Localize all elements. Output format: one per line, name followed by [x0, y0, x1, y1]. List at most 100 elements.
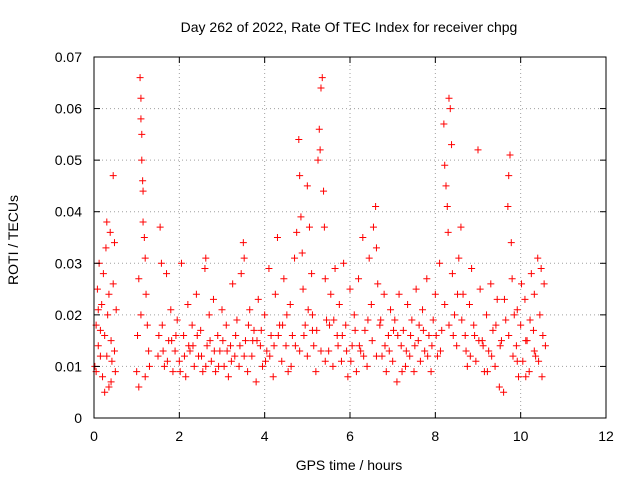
data-point [254, 295, 262, 303]
data-point [202, 362, 210, 370]
data-point [297, 213, 305, 221]
data-point [394, 331, 402, 339]
data-point [530, 290, 538, 298]
data-point [331, 264, 339, 272]
data-point [326, 321, 334, 329]
data-point [135, 383, 143, 391]
data-point [303, 182, 311, 190]
data-point [416, 357, 424, 365]
data-point [479, 342, 487, 350]
y-tick-label: 0 [74, 410, 82, 426]
data-point [363, 362, 371, 370]
data-point [202, 254, 210, 262]
data-point [278, 357, 286, 365]
data-point [184, 301, 192, 309]
data-point [404, 301, 412, 309]
data-point [340, 259, 348, 267]
data-point [505, 172, 513, 180]
data-point [102, 244, 110, 252]
data-point [235, 362, 243, 370]
data-point [441, 161, 449, 169]
grid [94, 57, 606, 418]
data-point [327, 290, 335, 298]
data-point [175, 357, 183, 365]
data-point [540, 280, 548, 288]
data-point [530, 347, 538, 355]
data-point [513, 357, 521, 365]
data-point [527, 270, 535, 278]
data-point [441, 301, 449, 309]
data-point [534, 254, 542, 262]
data-point [261, 311, 269, 319]
data-point [321, 275, 329, 283]
data-point [506, 151, 514, 159]
data-point [532, 352, 540, 360]
data-point [154, 352, 162, 360]
data-point [315, 125, 323, 133]
data-point [308, 326, 316, 334]
data-point [279, 321, 287, 329]
data-point [215, 362, 223, 370]
data-point [209, 295, 217, 303]
data-point [493, 295, 501, 303]
data-point [390, 326, 398, 334]
data-point [219, 337, 227, 345]
data-point [257, 326, 265, 334]
data-point [471, 331, 479, 339]
data-point [487, 280, 495, 288]
data-point [246, 306, 254, 314]
data-point [103, 218, 111, 226]
data-point [372, 244, 380, 252]
data-point [431, 290, 439, 298]
data-point [138, 130, 146, 138]
data-point [218, 306, 226, 314]
data-point [201, 264, 209, 272]
data-point [301, 321, 309, 329]
data-point [312, 368, 320, 376]
data-point [458, 316, 466, 324]
data-point [448, 141, 456, 149]
y-tick-label: 0.03 [55, 255, 82, 271]
data-point [414, 337, 422, 345]
data-point [105, 290, 113, 298]
data-point [177, 259, 185, 267]
data-point [101, 388, 109, 396]
data-point [143, 321, 151, 329]
data-point [227, 357, 235, 365]
data-point [300, 331, 308, 339]
y-tick-label: 0.05 [55, 152, 82, 168]
data-point [135, 275, 143, 283]
data-point [229, 280, 237, 288]
data-point [320, 187, 328, 195]
data-point [236, 342, 244, 350]
data-point [440, 120, 448, 128]
data-point [468, 264, 476, 272]
data-point [492, 321, 500, 329]
data-point [395, 290, 403, 298]
data-point [171, 347, 179, 355]
data-point [105, 383, 113, 391]
data-point [197, 326, 205, 334]
data-point [475, 337, 483, 345]
data-point [282, 342, 290, 350]
data-point [107, 337, 115, 345]
data-point [252, 378, 260, 386]
data-point [448, 270, 456, 278]
data-point [384, 331, 392, 339]
data-point [325, 347, 333, 355]
data-point [157, 259, 165, 267]
data-point [133, 368, 141, 376]
data-point [203, 342, 211, 350]
data-point [436, 347, 444, 355]
data-point [382, 368, 390, 376]
data-point [270, 342, 278, 350]
data-point [334, 342, 342, 350]
data-point [518, 280, 526, 288]
data-point [145, 347, 153, 355]
data-point [377, 316, 385, 324]
data-point [424, 352, 432, 360]
data-point [96, 352, 104, 360]
data-point [352, 368, 360, 376]
data-point [291, 254, 299, 262]
